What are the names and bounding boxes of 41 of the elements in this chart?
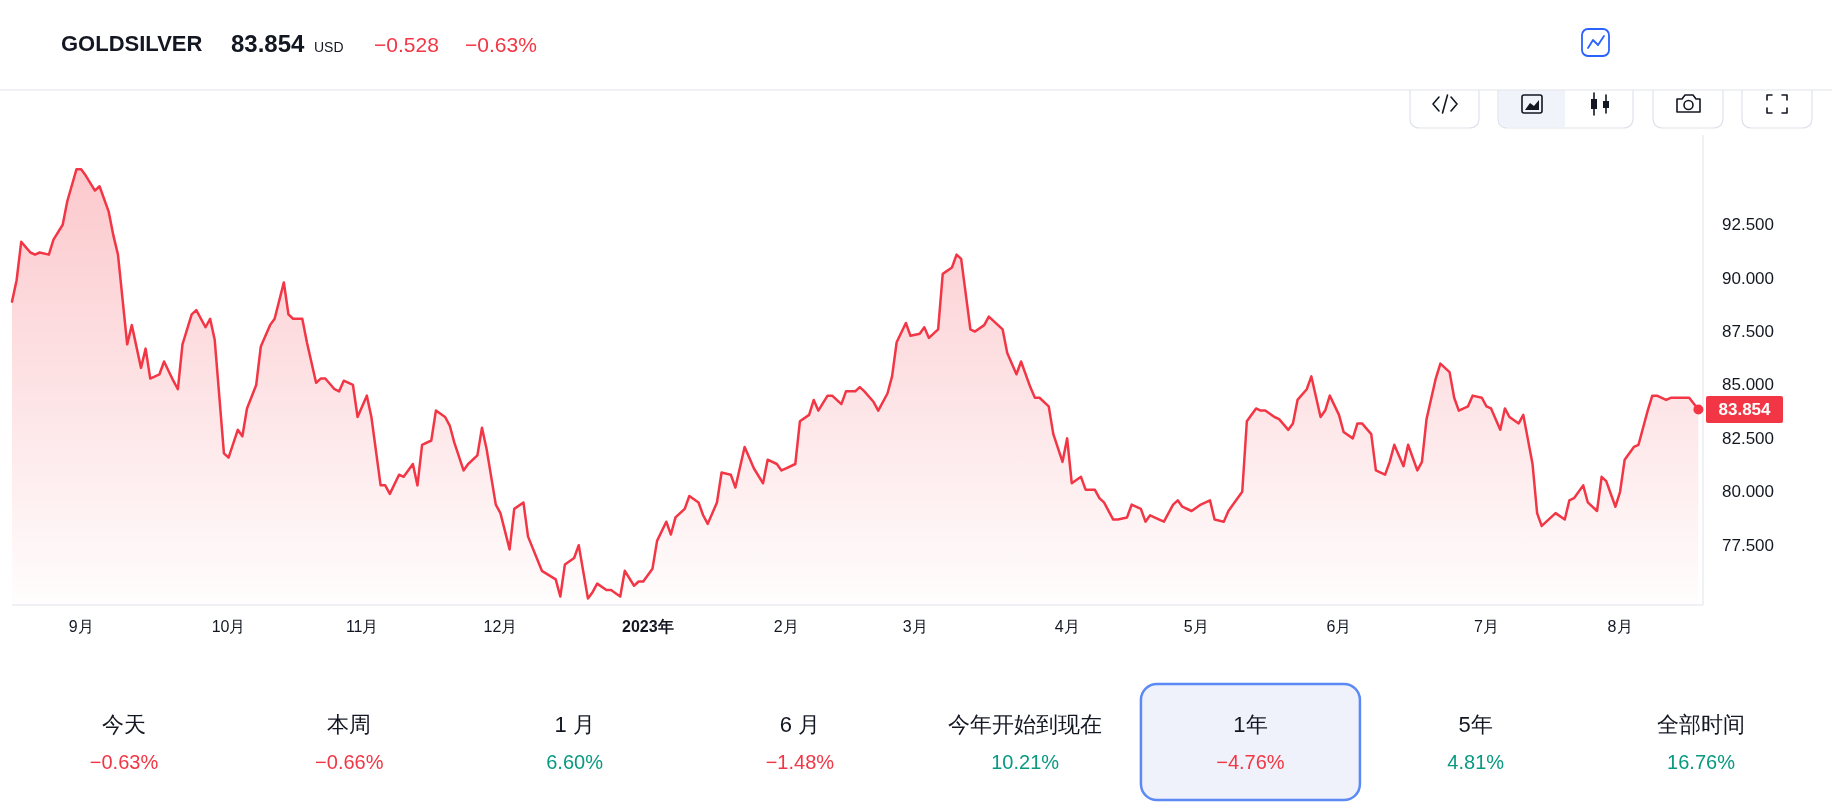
x-tick-label: 10月 — [211, 617, 246, 635]
category-label: 全部时间 — [1657, 711, 1745, 737]
category-label: 1年 — [1233, 711, 1268, 737]
category-label: 今天 — [102, 711, 146, 737]
y-tick-label: 77.500 — [1722, 535, 1774, 555]
text: 6.60% — [546, 751, 603, 773]
category-label: 本周 — [327, 711, 372, 737]
text: −0.63% — [465, 33, 537, 56]
x-tick-label: 5月 — [1183, 617, 1209, 635]
text: −4.76% — [1216, 751, 1285, 773]
category-label: 6 月 — [779, 711, 821, 737]
text: 16.76% — [1667, 751, 1735, 773]
text: USD — [314, 39, 344, 55]
text: −1.48% — [765, 751, 835, 773]
annotation: 83.854 — [1718, 399, 1772, 419]
text: 10.21% — [991, 751, 1060, 773]
x-tick-label: 8月 — [1607, 617, 1633, 635]
y-tick-label: 92.500 — [1722, 215, 1774, 235]
x-tick-label: 11月 — [345, 617, 379, 635]
y-tick-label: 90.000 — [1722, 268, 1774, 288]
y-tick-label: 85.000 — [1722, 375, 1774, 395]
y-tick-label: 82.500 — [1722, 428, 1774, 448]
category-label: 1 月 — [554, 711, 595, 737]
text: −0.528 — [374, 33, 439, 56]
text: −0.63% — [89, 751, 159, 773]
y-tick-label: 80.000 — [1722, 482, 1774, 502]
x-tick-label: 2023年 — [622, 617, 674, 635]
text: 83.854 — [231, 30, 306, 57]
chart-title: GOLDSILVER — [61, 31, 203, 56]
x-tick-label: 12月 — [483, 617, 518, 635]
x-tick-label: 7月 — [1473, 617, 1499, 635]
text: −0.66% — [315, 751, 384, 773]
x-tick-label: 6月 — [1326, 617, 1352, 635]
text: 4.81% — [1447, 751, 1505, 773]
category-label: 今年开始到现在 — [948, 711, 1103, 737]
x-tick-label: 3月 — [902, 617, 928, 635]
y-tick-label: 87.500 — [1722, 322, 1774, 342]
category-label: 5年 — [1458, 711, 1493, 737]
x-tick-label: 2月 — [773, 617, 799, 635]
x-tick-label: 9月 — [68, 617, 94, 635]
x-tick-label: 4月 — [1054, 617, 1080, 635]
